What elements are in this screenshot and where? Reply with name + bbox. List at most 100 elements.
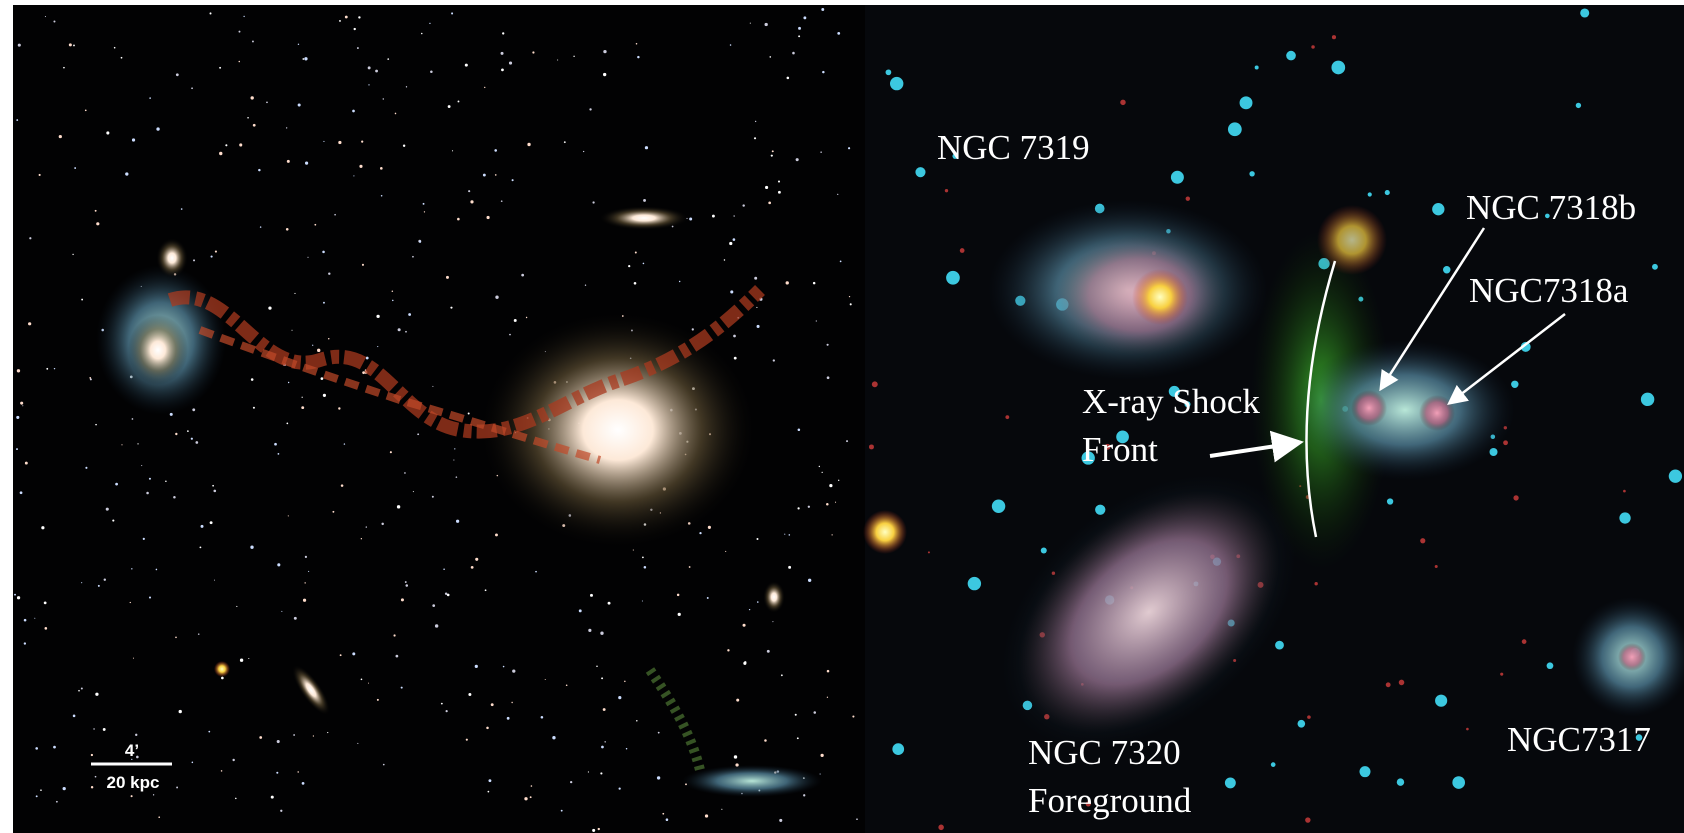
star [584, 284, 587, 286]
star [380, 167, 383, 170]
star [557, 59, 559, 61]
star [94, 209, 97, 212]
star [601, 677, 604, 680]
star [94, 775, 97, 778]
star [852, 715, 855, 718]
star [85, 466, 88, 469]
star [890, 76, 904, 91]
star [340, 484, 344, 487]
star [81, 298, 84, 301]
star [1635, 734, 1643, 741]
star [338, 407, 341, 410]
star [14, 593, 16, 596]
star [339, 654, 342, 657]
star [1521, 639, 1527, 644]
star [525, 316, 528, 319]
star [733, 755, 738, 759]
star [62, 786, 66, 791]
star [826, 343, 829, 346]
star [803, 16, 807, 20]
star [360, 538, 363, 540]
star [131, 418, 134, 420]
star [749, 22, 751, 24]
star [730, 290, 734, 294]
star [742, 204, 745, 207]
galaxy-ngc7319-nucleus [1132, 269, 1188, 325]
star [563, 141, 566, 144]
star [777, 190, 781, 194]
star [287, 515, 289, 517]
star [636, 720, 638, 722]
star [756, 537, 759, 540]
star [361, 263, 365, 266]
star [130, 795, 133, 798]
star [212, 484, 214, 487]
star [818, 465, 821, 468]
star [1307, 715, 1311, 719]
star [28, 322, 32, 326]
star [302, 58, 305, 60]
star [535, 570, 537, 573]
star [301, 396, 303, 398]
star [474, 664, 478, 669]
star [252, 123, 256, 127]
star [445, 275, 449, 279]
star [16, 596, 21, 600]
star [607, 601, 611, 605]
star [276, 739, 280, 744]
star [641, 600, 643, 602]
star [232, 758, 235, 762]
star [529, 796, 532, 799]
star [115, 482, 118, 486]
star [513, 319, 517, 322]
star [707, 525, 711, 529]
star [656, 776, 661, 780]
star [600, 772, 603, 775]
star [445, 709, 448, 713]
star [367, 66, 371, 70]
star [328, 338, 330, 340]
star [573, 55, 575, 58]
star [113, 46, 116, 49]
right-panel: NGC 7319 NGC 7318b NGC7318a X-ray Shock … [863, 5, 1684, 833]
star [320, 377, 324, 380]
star [400, 686, 403, 689]
star [826, 376, 830, 380]
star [1398, 679, 1405, 686]
star [743, 661, 747, 665]
star [786, 76, 790, 80]
star [796, 737, 799, 740]
star [243, 15, 245, 18]
star [187, 430, 189, 432]
star [1434, 564, 1438, 569]
star [158, 816, 161, 819]
star [820, 753, 824, 758]
star [733, 215, 735, 217]
star [1466, 727, 1469, 731]
star [400, 598, 404, 602]
star [432, 385, 434, 387]
star [175, 432, 178, 436]
star [191, 761, 194, 764]
star [1435, 694, 1448, 707]
star [322, 393, 326, 397]
star [807, 505, 811, 508]
star [137, 443, 139, 445]
star [391, 290, 394, 293]
star [389, 451, 392, 454]
star [487, 790, 490, 793]
star [293, 734, 296, 736]
star [23, 642, 27, 645]
star [820, 151, 822, 153]
star [239, 143, 243, 147]
star [1104, 443, 1111, 450]
star [1120, 99, 1126, 106]
galaxy-ngc7318b [1351, 390, 1387, 426]
star [467, 412, 470, 415]
star [192, 408, 196, 412]
star [247, 116, 249, 119]
star [588, 628, 592, 632]
star [780, 674, 783, 677]
star [199, 546, 202, 549]
star [821, 7, 825, 11]
